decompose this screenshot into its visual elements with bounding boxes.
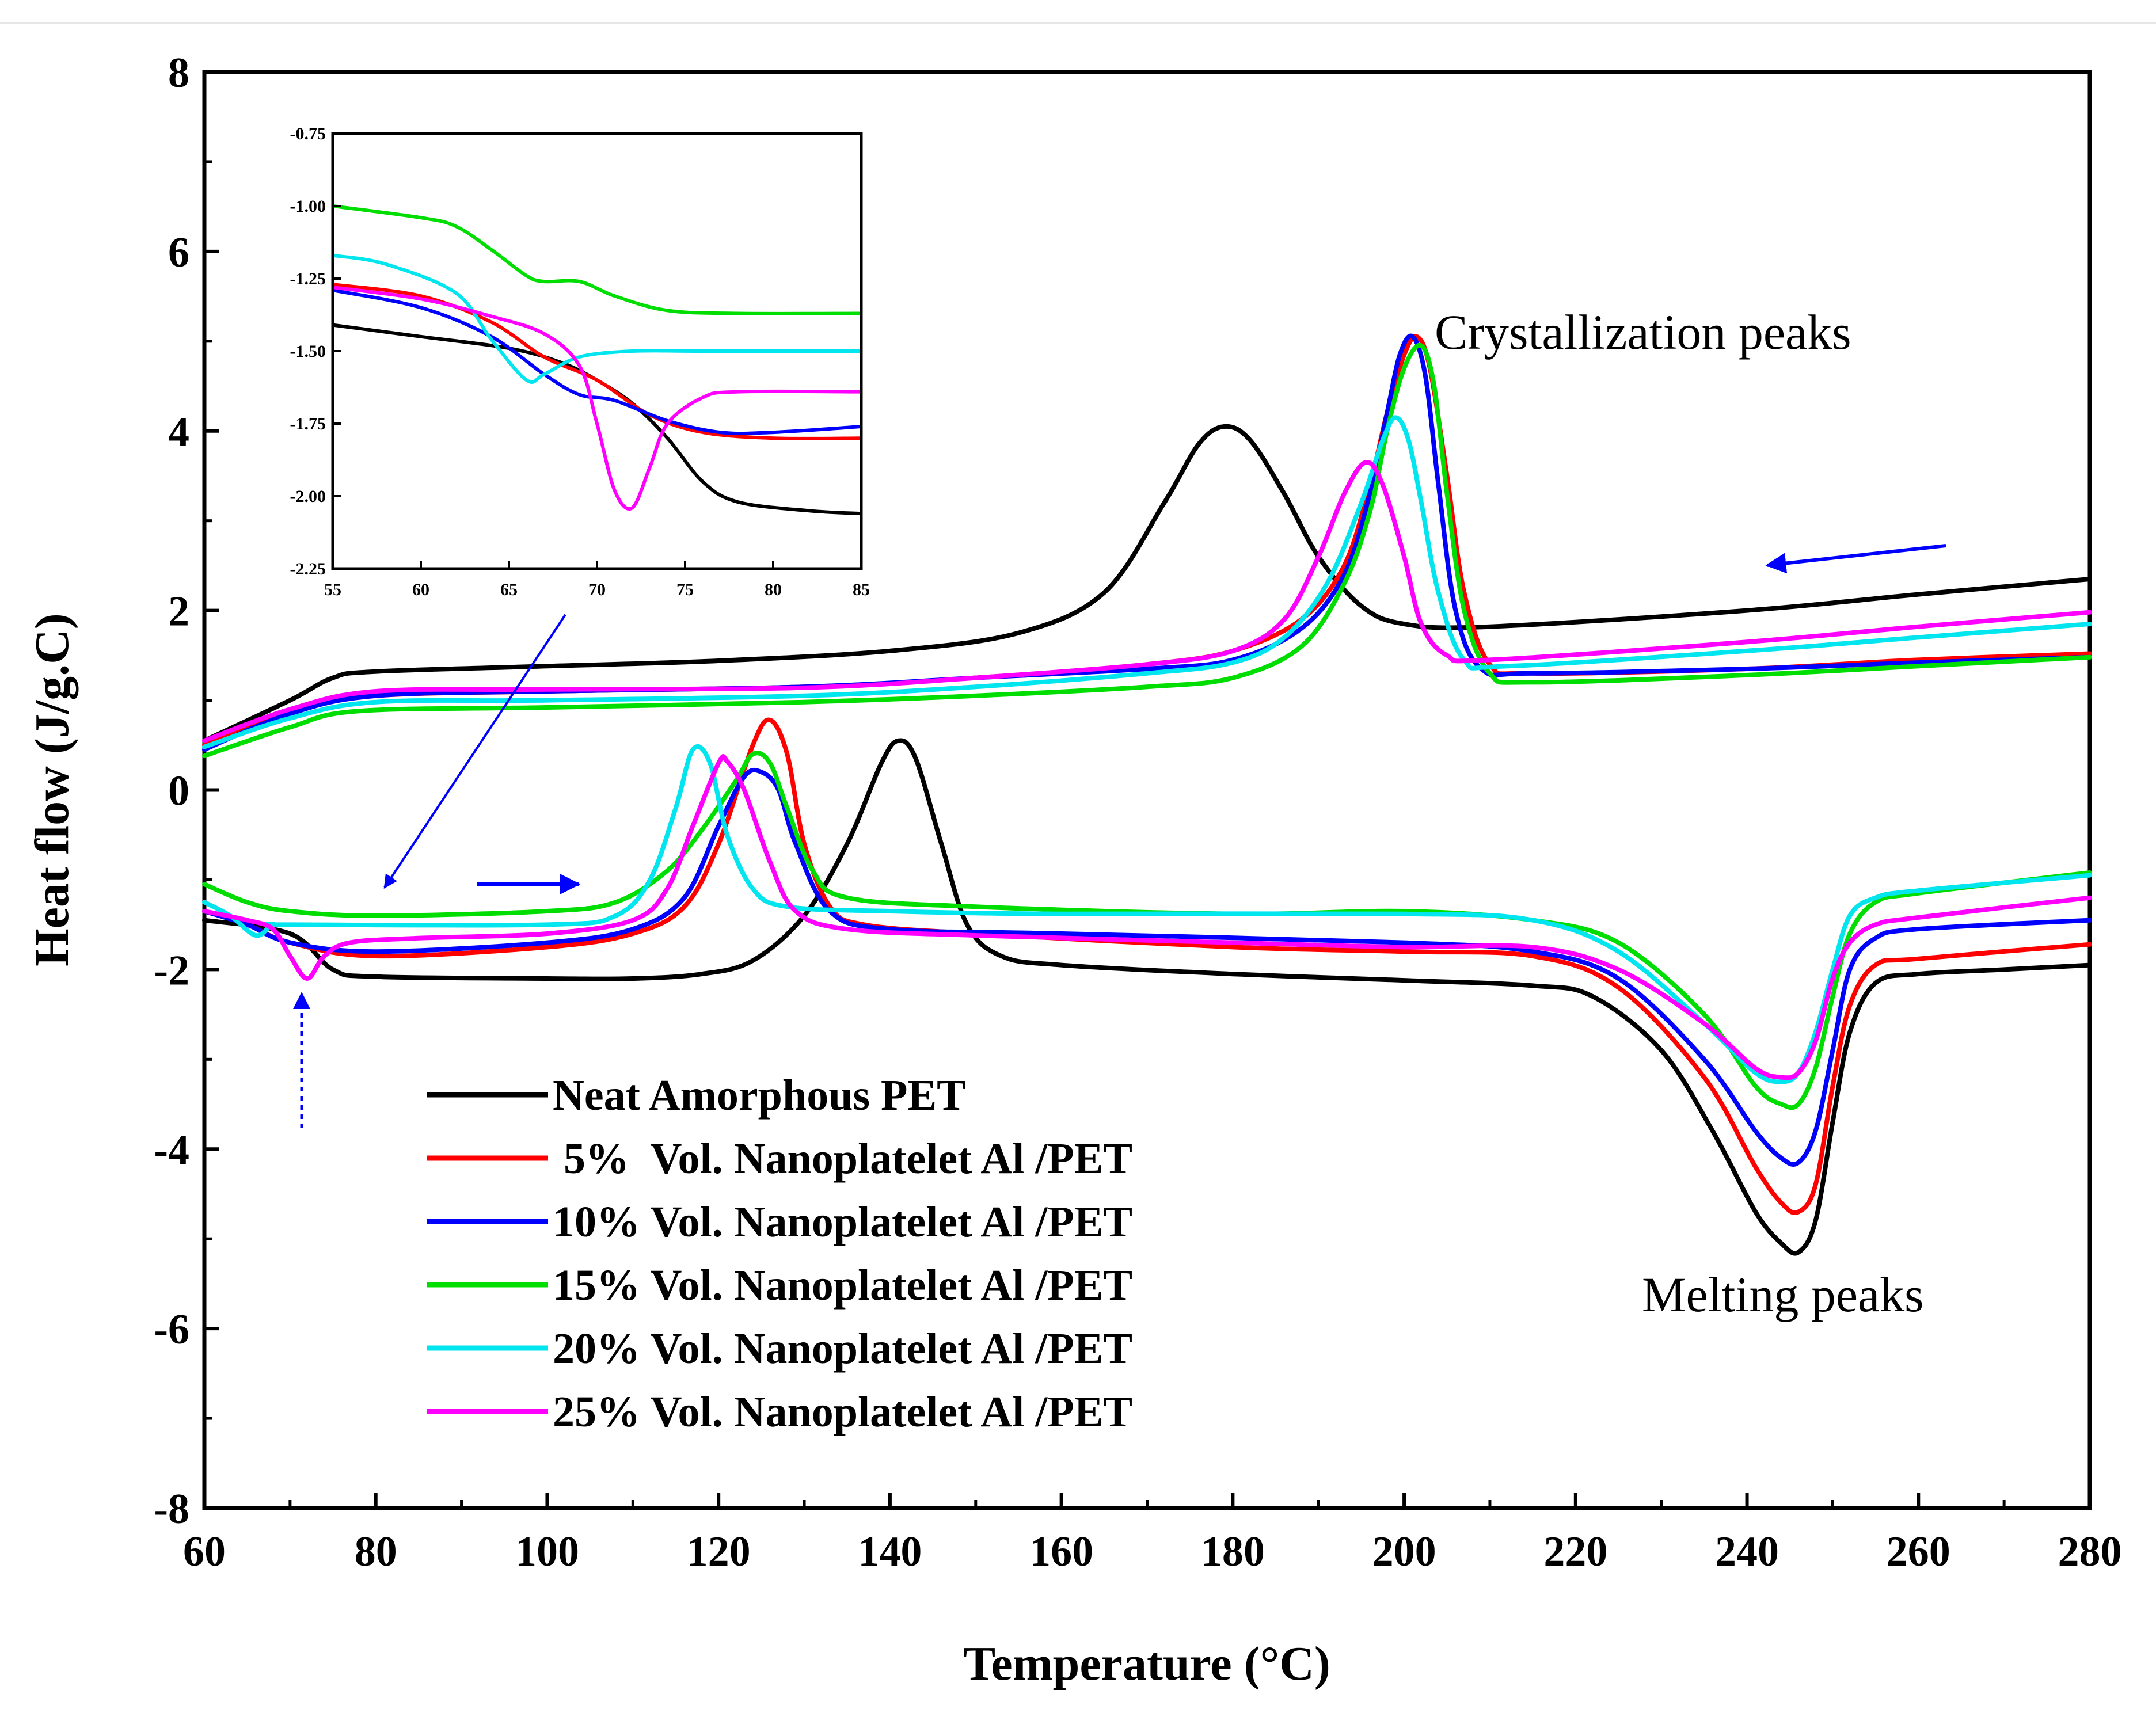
- inset-x-tick-label: 60: [412, 580, 429, 599]
- inset-pointer-arrow: [383, 614, 566, 889]
- x-tick-label: 160: [1029, 1528, 1093, 1575]
- x-tick-label: 280: [2058, 1528, 2122, 1575]
- y-tick-label: 0: [168, 768, 189, 815]
- y-tick-label: -6: [154, 1306, 189, 1353]
- y-axis-ticks: -8 -6 -4 -2 0 2 4 6 8: [154, 50, 219, 1533]
- series-line-heating-3: [202, 751, 2092, 1110]
- series-line-heating-0: [202, 738, 2092, 1256]
- inset-y-tick-label: -2.25: [290, 559, 326, 578]
- x-tick-label: 80: [355, 1528, 397, 1575]
- inset-y-tick-label: -2.00: [290, 487, 326, 506]
- inset-ticks: -0.75 -1.00 -1.25 -1.50 -1.75 -2.00 -2.25 55 60 6…: [290, 124, 870, 599]
- legend-label-5: 25% Vol. Nanoplatelet Al /PET: [553, 1388, 1132, 1436]
- x-axis-title: Temperature (°C): [963, 1637, 1330, 1691]
- x-tick-label: 200: [1372, 1528, 1436, 1575]
- inset-x-tick-label: 65: [500, 580, 518, 599]
- inset-x-tick-label: 55: [324, 580, 341, 599]
- inset-series-line-1: [332, 283, 862, 440]
- series-line-cooling-3: [202, 342, 2092, 759]
- inset-y-tick-label: -0.75: [290, 124, 326, 143]
- legend-label-2: 10% Vol. Nanoplatelet Al /PET: [553, 1198, 1132, 1246]
- series-line-cooling-4: [202, 415, 2092, 749]
- series-line-cooling-5: [202, 460, 2092, 743]
- melting-peaks-label: Melting peaks: [1642, 1267, 1924, 1322]
- x-tick-label: 100: [515, 1528, 579, 1575]
- legend-label-4: 20% Vol. Nanoplatelet Al /PET: [553, 1324, 1132, 1373]
- series-line-heating-2: [202, 767, 2092, 1167]
- legend-label-1: 5% Vol. Nanoplatelet Al /PET: [553, 1135, 1132, 1183]
- x-tick-label: 260: [1887, 1528, 1950, 1575]
- legend-label-0: Neat Amorphous PET: [553, 1071, 966, 1120]
- inset-x-tick-label: 75: [676, 580, 694, 599]
- x-tick-label: 180: [1201, 1528, 1265, 1575]
- y-tick-label: -4: [154, 1126, 189, 1174]
- inset-x-tick-label: 80: [765, 580, 782, 599]
- legend: Neat Amorphous PET 5% Vol. Nanoplatelet …: [427, 1071, 1132, 1436]
- inset-series-line-3: [332, 204, 862, 315]
- inset-series-line-2: [332, 288, 862, 436]
- main-series-group: [202, 333, 2092, 1256]
- inset-chart: -0.75 -1.00 -1.25 -1.50 -1.75 -2.00 -2.25 55 60 6…: [290, 124, 870, 599]
- inset-y-tick-label: -1.50: [290, 342, 326, 361]
- y-tick-label: -2: [154, 947, 189, 994]
- crystallization-peaks-label: Crystallization peaks: [1435, 304, 1851, 360]
- inset-y-tick-label: -1.75: [290, 414, 326, 433]
- inset-series-group: [332, 204, 862, 516]
- y-axis-title: Heat flow (J/g.C): [25, 613, 79, 966]
- inset-x-tick-label: 70: [588, 580, 606, 599]
- x-tick-label: 240: [1715, 1528, 1779, 1575]
- inset-y-tick-label: -1.00: [290, 197, 326, 216]
- y-tick-label: 4: [168, 409, 189, 456]
- inset-series-line-4: [332, 253, 861, 384]
- inset-y-tick-label: -1.25: [290, 269, 326, 288]
- inset-series-line-5: [332, 286, 862, 511]
- legend-label-3: 15% Vol. Nanoplatelet Al /PET: [553, 1261, 1132, 1310]
- y-tick-label: -8: [154, 1486, 189, 1533]
- series-line-heating-4: [202, 744, 2092, 1084]
- x-tick-label: 140: [858, 1528, 922, 1575]
- x-axis-ticks: 60 80 100 120 140 160 180 200 220 240 260 280: [183, 1493, 2122, 1575]
- y-tick-label: 8: [168, 50, 189, 97]
- cooling-direction-arrow: [1765, 544, 1946, 574]
- x-tick-label: 220: [1543, 1528, 1607, 1575]
- series-line-cooling-0: [202, 424, 2092, 743]
- series-line-heating-5: [202, 754, 2092, 1080]
- y-tick-label: 6: [168, 229, 189, 276]
- x-tick-label: 60: [183, 1528, 226, 1575]
- y-tick-label: 2: [168, 588, 189, 635]
- x-tick-label: 120: [687, 1528, 751, 1575]
- inset-x-tick-label: 85: [853, 580, 870, 599]
- series-line-heating-1: [202, 717, 2092, 1215]
